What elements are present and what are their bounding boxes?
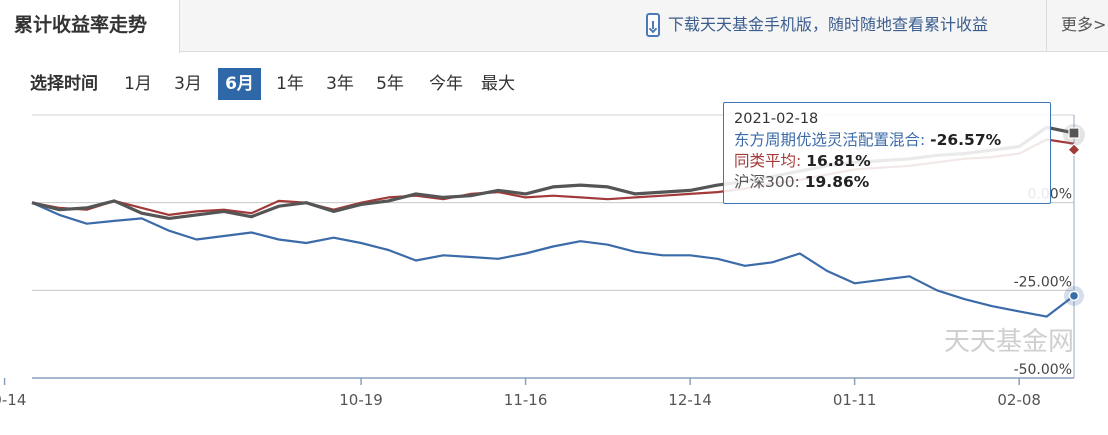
tooltip-series-name: 东方周期优选灵活配置混合: xyxy=(734,131,931,149)
x-tick-label: 10-19 xyxy=(339,391,383,409)
x-tick-label: 11-16 xyxy=(504,391,548,409)
tooltip-series-value: 16.81% xyxy=(806,152,871,170)
x-tick-label: 01-11 xyxy=(833,391,877,409)
chart-tooltip: 2021-02-18 东方周期优选灵活配置混合: -26.57% 同类平均: 16… xyxy=(723,102,1051,204)
y-tick-label: -25.00% xyxy=(1014,274,1072,290)
series-line-0 xyxy=(31,201,1075,318)
y-tick-label: -50.00% xyxy=(1014,362,1072,378)
tooltip-row: 同类平均: 16.81% xyxy=(734,151,1040,172)
tooltip-row: 沪深300: 19.86% xyxy=(734,172,1040,193)
range-selector-label: 选择时间 xyxy=(30,74,98,94)
range-option-0[interactable]: 1月 xyxy=(124,74,152,94)
more-link[interactable]: 更多> xyxy=(1061,15,1107,34)
tooltip-row: 东方周期优选灵活配置混合: -26.57% xyxy=(734,130,1040,151)
marker-fund xyxy=(1068,290,1080,302)
tooltip-series-value: 19.86% xyxy=(804,173,870,191)
tab-cumulative-return[interactable]: 累计收益率走势 xyxy=(0,0,180,53)
download-app-text: 下载天天基金手机版，随时随地查看累计收益 xyxy=(668,15,989,34)
range-option-4[interactable]: 3年 xyxy=(326,74,354,94)
phone-download-icon xyxy=(646,13,660,37)
tooltip-series-name: 沪深300: xyxy=(734,173,805,191)
tooltip-date: 2021-02-18 xyxy=(734,111,819,127)
top-bar: 累计收益率走势 下载天天基金手机版，随时随地查看累计收益 更多> xyxy=(0,0,1108,53)
x-tick-label: 02-08 xyxy=(997,391,1041,409)
x-tick-label: 09-14 xyxy=(0,391,26,409)
watermark: 天天基金网 xyxy=(944,327,1074,357)
marker-index xyxy=(1068,127,1080,139)
range-option-7[interactable]: 最大 xyxy=(481,74,515,94)
range-option-2[interactable]: 6月 xyxy=(218,68,261,100)
x-tick-label: 12-14 xyxy=(668,391,712,409)
range-option-3[interactable]: 1年 xyxy=(276,74,304,94)
divider xyxy=(1046,0,1047,52)
range-option-5[interactable]: 5年 xyxy=(376,74,404,94)
download-app-link[interactable]: 下载天天基金手机版，随时随地查看累计收益 xyxy=(646,10,988,40)
tooltip-series-value: -26.57% xyxy=(930,131,1002,149)
marker-peer xyxy=(1067,143,1081,157)
range-option-6[interactable]: 今年 xyxy=(429,74,463,94)
return-chart: 0.00%-25.00%-50.00%09-1410-1911-1612-140… xyxy=(0,114,1085,409)
tooltip-series-name: 同类平均: xyxy=(734,152,807,170)
range-option-1[interactable]: 3月 xyxy=(174,74,202,94)
